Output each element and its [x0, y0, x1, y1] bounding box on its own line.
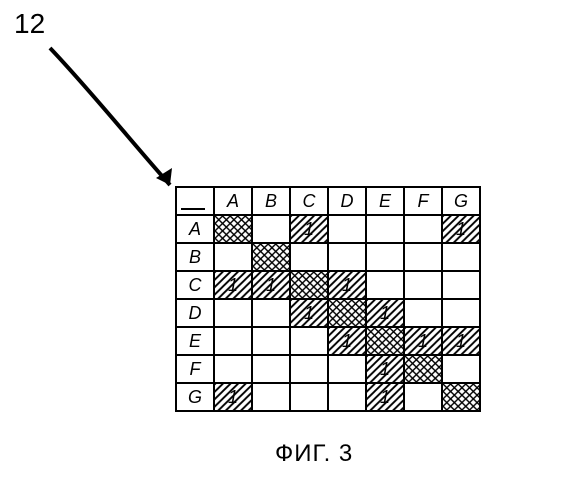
col-header-label: E [379, 191, 391, 211]
row-header-label: C [189, 275, 202, 295]
matrix-cell: 1 [328, 327, 366, 355]
matrix-cell [252, 243, 290, 271]
matrix-col-header: F [404, 187, 442, 215]
matrix-cell: 1 [214, 383, 252, 411]
adjacency-matrix: ABCDEFGA11BC111D11E111F1G11 [175, 186, 481, 412]
matrix-cell: 1 [290, 215, 328, 243]
arrow-head [156, 168, 172, 185]
matrix-cell-value: 1 [228, 387, 238, 407]
matrix-cell [366, 327, 404, 355]
matrix-cell [328, 299, 366, 327]
matrix-cell-value: 1 [342, 275, 352, 295]
matrix-cell [290, 243, 328, 271]
matrix-cell: 1 [442, 215, 480, 243]
matrix-cell [442, 271, 480, 299]
matrix-cell [366, 215, 404, 243]
matrix-cell: 1 [366, 383, 404, 411]
matrix-cell [366, 271, 404, 299]
col-header-label: A [227, 191, 239, 211]
matrix-cell [214, 243, 252, 271]
col-header-label: B [265, 191, 277, 211]
matrix-cell: 1 [290, 299, 328, 327]
row-header-label: E [189, 331, 201, 351]
matrix-row-header: G [176, 383, 214, 411]
row-header-label: A [189, 219, 201, 239]
matrix-cell [252, 299, 290, 327]
matrix-cell-value: 1 [418, 331, 428, 351]
matrix-cell-value: 1 [456, 219, 466, 239]
matrix-cell-value: 1 [380, 359, 390, 379]
matrix-row-header: E [176, 327, 214, 355]
matrix-cell [214, 355, 252, 383]
matrix-row-header: F [176, 355, 214, 383]
matrix-cell-value: 1 [304, 303, 314, 323]
matrix-cell: 1 [442, 327, 480, 355]
matrix-cell-value: 1 [456, 331, 466, 351]
matrix-cell: 1 [404, 327, 442, 355]
col-header-label: D [341, 191, 354, 211]
matrix-cell [252, 383, 290, 411]
figure-callout-number: 12 [14, 8, 45, 40]
matrix-cell [252, 215, 290, 243]
matrix-cell [404, 215, 442, 243]
matrix-cell [442, 383, 480, 411]
col-header-label: G [454, 191, 468, 211]
matrix-cell: 1 [214, 271, 252, 299]
matrix-cell [328, 355, 366, 383]
matrix-cell [442, 299, 480, 327]
matrix-cell-value: 1 [304, 219, 314, 239]
matrix-col-header: B [252, 187, 290, 215]
matrix-col-header: D [328, 187, 366, 215]
col-header-label: C [303, 191, 316, 211]
matrix-cell-value: 1 [380, 303, 390, 323]
matrix-col-header: A [214, 187, 252, 215]
matrix-row-header: A [176, 215, 214, 243]
matrix-cell [328, 215, 366, 243]
matrix-cell [290, 271, 328, 299]
matrix-cell: 1 [366, 355, 404, 383]
matrix-col-header: E [366, 187, 404, 215]
matrix-row-header: D [176, 299, 214, 327]
matrix-cell-value: 1 [228, 275, 238, 295]
matrix-cell-value: 1 [380, 387, 390, 407]
row-header-label: G [188, 387, 202, 407]
arrow-curve [50, 48, 170, 185]
matrix-cell [404, 243, 442, 271]
matrix-cell [366, 243, 404, 271]
matrix-cell [214, 215, 252, 243]
matrix-col-header: G [442, 187, 480, 215]
matrix-cell [404, 355, 442, 383]
figure-caption: ФИГ. 3 [275, 440, 353, 468]
matrix-cell-value: 1 [342, 331, 352, 351]
matrix-cell: 1 [252, 271, 290, 299]
matrix-cell: 1 [328, 271, 366, 299]
matrix-cell [252, 355, 290, 383]
matrix-cell [214, 327, 252, 355]
matrix-cell [290, 327, 328, 355]
matrix-cell [252, 327, 290, 355]
row-header-label: F [190, 359, 201, 379]
matrix-cell [290, 383, 328, 411]
matrix-cell [404, 299, 442, 327]
matrix-col-header: C [290, 187, 328, 215]
matrix-cell [404, 271, 442, 299]
matrix-row-header: B [176, 243, 214, 271]
matrix-cell [214, 299, 252, 327]
row-header-label: D [189, 303, 202, 323]
matrix-cell [328, 383, 366, 411]
matrix-corner-cell [176, 187, 214, 215]
matrix-cell [442, 243, 480, 271]
matrix-cell [328, 243, 366, 271]
matrix-cell [442, 355, 480, 383]
row-header-label: B [189, 247, 201, 267]
matrix-row-header: C [176, 271, 214, 299]
matrix-cell: 1 [366, 299, 404, 327]
col-header-label: F [418, 191, 429, 211]
matrix-cell [290, 355, 328, 383]
matrix-cell [404, 383, 442, 411]
matrix-cell-value: 1 [266, 275, 276, 295]
